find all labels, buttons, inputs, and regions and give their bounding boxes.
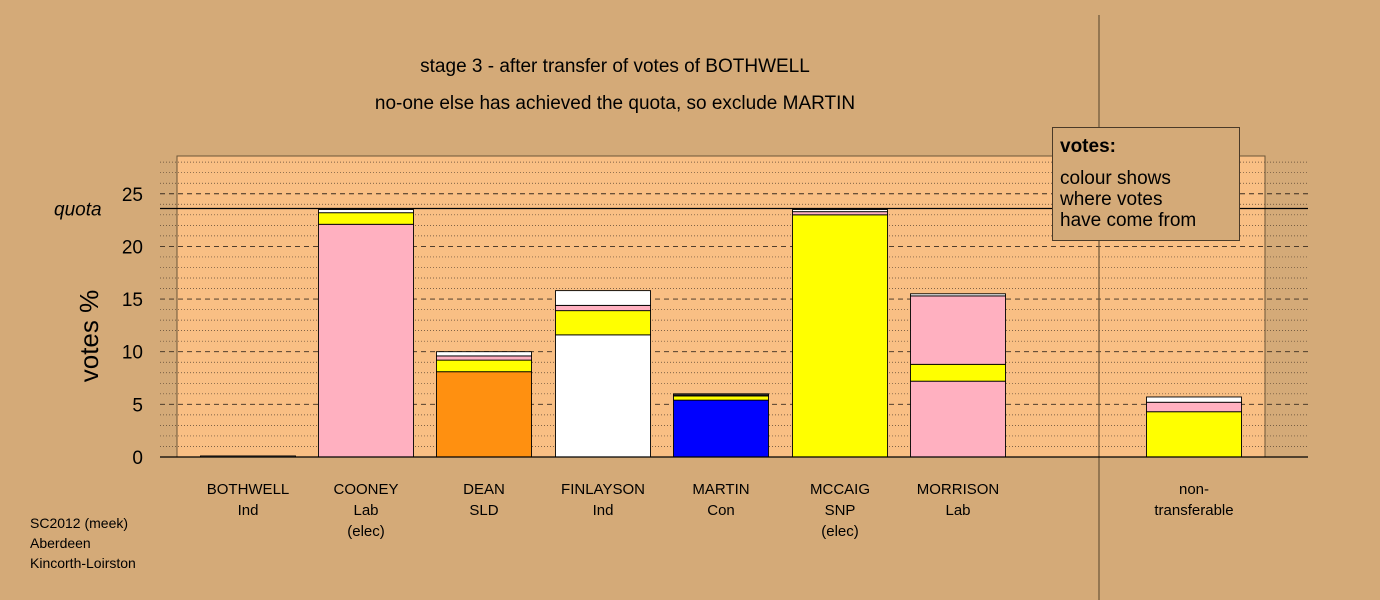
- bar-segment: [318, 212, 414, 225]
- x-tick-label: transferable: [1154, 502, 1233, 519]
- bar-segment: [792, 211, 888, 216]
- y-tick-label: 15: [122, 290, 143, 311]
- source-note: SC2012 (meek) Aberdeen Kincorth-Loirston: [30, 513, 136, 573]
- x-tick-label: MORRISON: [917, 481, 1000, 498]
- legend-line: colour shows: [1060, 168, 1171, 189]
- y-tick-label: 0: [132, 448, 143, 469]
- y-tick-label: 5: [132, 395, 143, 416]
- x-tick-label: SNP: [825, 502, 856, 519]
- bar-segment: [673, 395, 769, 401]
- x-tick-label: BOTHWELL: [207, 481, 290, 498]
- bar-segment: [792, 214, 888, 458]
- y-tick-label: 20: [122, 237, 143, 258]
- bar-segment: [910, 363, 1006, 382]
- y-tick-label: 10: [122, 343, 143, 364]
- bar-segment: [555, 310, 651, 336]
- x-tick-label: MARTIN: [692, 481, 749, 498]
- x-tick-label: Lab: [353, 502, 378, 519]
- x-tick-label: DEAN: [463, 481, 505, 498]
- bar-segment: [436, 351, 532, 357]
- bar-segment: [673, 399, 769, 458]
- x-tick-label: SLD: [469, 502, 498, 519]
- x-tick-label: Ind: [238, 502, 259, 519]
- source-line: SC2012 (meek): [30, 515, 129, 531]
- bar-segment: [910, 295, 1006, 365]
- bar-segment: [1146, 411, 1242, 458]
- legend-line: have come from: [1060, 210, 1197, 231]
- x-tick-label: Con: [707, 502, 735, 519]
- x-tick-label: MCCAIG: [810, 481, 870, 498]
- x-tick-label: Ind: [593, 502, 614, 519]
- bar-segment: [792, 209, 888, 213]
- bar-segment: [318, 209, 414, 214]
- bar-segment: [555, 290, 651, 306]
- bar-segment: [1146, 396, 1242, 403]
- x-tick-label: Lab: [945, 502, 970, 519]
- chart-title: stage 3 - after transfer of votes of BOT…: [420, 56, 810, 77]
- y-axis-title: votes %: [74, 290, 104, 383]
- bar-segment: [555, 334, 651, 458]
- legend-line: where votes: [1060, 189, 1163, 210]
- bar-segment: [436, 355, 532, 361]
- source-line: Aberdeen: [30, 535, 91, 551]
- source-line: Kincorth-Loirston: [30, 555, 136, 571]
- legend-title: votes:: [1060, 136, 1116, 157]
- x-tick-label: (elec): [347, 523, 385, 540]
- quota-label: quota: [54, 199, 102, 220]
- chart-subtitle: no-one else has achieved the quota, so e…: [375, 93, 855, 114]
- y-tick-label: 25: [122, 185, 143, 206]
- bar-segment: [910, 380, 1006, 458]
- bar-segment: [436, 359, 532, 373]
- chart-legend: votes: colour shows where votes have com…: [1052, 127, 1240, 241]
- x-tick-label: non-: [1179, 481, 1209, 498]
- bar-segment: [436, 371, 532, 458]
- x-tick-label: COONEY: [333, 481, 398, 498]
- bar-segment: [1146, 401, 1242, 413]
- x-tick-label: FINLAYSON: [561, 481, 645, 498]
- bar-segment: [910, 293, 1006, 297]
- x-tick-label: (elec): [821, 523, 859, 540]
- bar-segment: [318, 223, 414, 458]
- bar-segment: [555, 304, 651, 312]
- bar-segment: [673, 393, 769, 396]
